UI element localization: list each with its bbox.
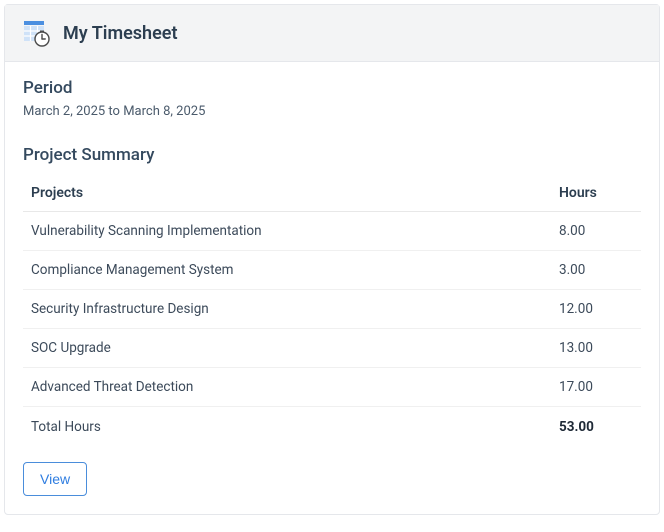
total-label-cell: Total Hours — [23, 407, 551, 447]
project-summary-table: Projects Hours Vulnerability Scanning Im… — [23, 175, 641, 446]
hours-cell: 13.00 — [551, 329, 641, 368]
hours-cell: 3.00 — [551, 251, 641, 290]
project-name-cell: Vulnerability Scanning Implementation — [23, 212, 551, 251]
projects-column-header: Projects — [23, 175, 551, 212]
project-name-cell: Compliance Management System — [23, 251, 551, 290]
hours-cell: 8.00 — [551, 212, 641, 251]
summary-title: Project Summary — [23, 145, 641, 165]
project-name-cell: SOC Upgrade — [23, 329, 551, 368]
total-row: Total Hours53.00 — [23, 407, 641, 447]
table-row: Advanced Threat Detection17.00 — [23, 368, 641, 407]
project-name-cell: Security Infrastructure Design — [23, 290, 551, 329]
timesheet-card: My Timesheet Period March 2, 2025 to Mar… — [4, 4, 660, 515]
hours-column-header: Hours — [551, 175, 641, 212]
table-row: SOC Upgrade13.00 — [23, 329, 641, 368]
table-row: Vulnerability Scanning Implementation8.0… — [23, 212, 641, 251]
view-button[interactable]: View — [23, 462, 87, 496]
card-body: Period March 2, 2025 to March 8, 2025 Pr… — [5, 62, 659, 514]
timesheet-clock-icon — [23, 19, 51, 47]
total-value-cell: 53.00 — [551, 407, 641, 447]
period-value: March 2, 2025 to March 8, 2025 — [23, 104, 641, 119]
hours-cell: 12.00 — [551, 290, 641, 329]
table-row: Compliance Management System3.00 — [23, 251, 641, 290]
hours-cell: 17.00 — [551, 368, 641, 407]
card-header: My Timesheet — [5, 5, 659, 62]
card-title: My Timesheet — [63, 23, 178, 44]
period-label: Period — [23, 78, 641, 98]
table-row: Security Infrastructure Design12.00 — [23, 290, 641, 329]
project-name-cell: Advanced Threat Detection — [23, 368, 551, 407]
